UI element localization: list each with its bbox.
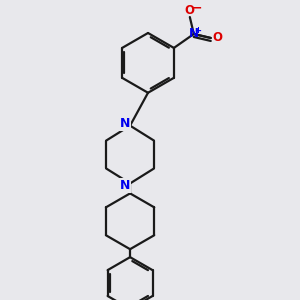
Text: N: N: [120, 179, 130, 192]
Text: O: O: [185, 4, 195, 16]
Text: N: N: [189, 28, 199, 40]
Text: N: N: [120, 117, 130, 130]
Text: O: O: [213, 32, 223, 44]
Text: +: +: [194, 26, 201, 34]
Text: −: −: [192, 2, 202, 15]
